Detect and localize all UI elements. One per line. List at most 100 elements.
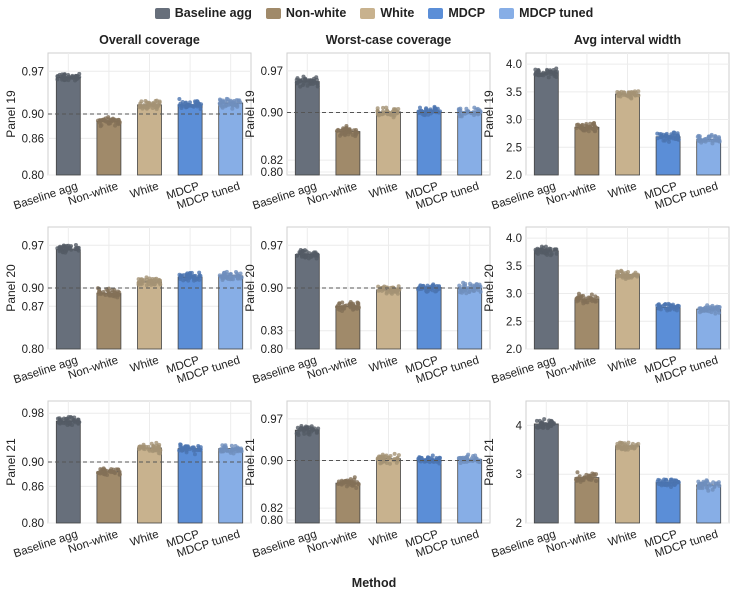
- data-point: [458, 457, 463, 462]
- y-tick-label: 0.87: [22, 301, 44, 313]
- data-point: [554, 247, 559, 252]
- data-point: [672, 305, 677, 310]
- data-point: [431, 283, 436, 288]
- x-tick-label: White: [129, 354, 161, 374]
- data-point: [655, 479, 660, 484]
- y-tick-label: 3: [516, 469, 522, 481]
- data-point: [615, 271, 620, 276]
- data-point: [177, 96, 182, 101]
- data-point: [305, 79, 310, 84]
- column-title: Avg interval width: [574, 33, 681, 47]
- data-point: [95, 118, 100, 123]
- data-point: [392, 456, 397, 461]
- data-point: [75, 74, 80, 79]
- data-point: [351, 303, 356, 308]
- data-point: [355, 301, 360, 306]
- bar: [457, 287, 483, 350]
- data-point: [63, 250, 68, 255]
- data-point: [417, 458, 422, 463]
- data-point: [384, 105, 389, 110]
- data-point: [712, 485, 717, 490]
- data-point: [675, 306, 680, 311]
- data-point: [150, 106, 155, 111]
- data-point: [343, 131, 348, 136]
- data-point: [588, 121, 593, 126]
- data-point: [181, 278, 186, 283]
- data-point: [621, 274, 626, 279]
- data-point: [381, 105, 386, 110]
- data-point: [309, 252, 314, 257]
- data-point: [339, 131, 344, 136]
- data-point: [146, 282, 151, 287]
- y-tick-label: 0.90: [261, 108, 283, 120]
- data-point: [99, 470, 104, 475]
- y-tick-label: 0.97: [261, 414, 283, 426]
- data-point: [710, 303, 715, 308]
- data-point: [661, 138, 666, 143]
- data-point: [296, 432, 301, 437]
- y-tick-label: 4: [516, 420, 523, 432]
- data-point: [457, 108, 462, 113]
- data-point: [419, 455, 424, 460]
- y-tick-label: 0.82: [261, 503, 283, 515]
- y-tick-label: 0.86: [22, 481, 44, 493]
- data-point: [594, 478, 599, 483]
- data-point: [304, 425, 309, 430]
- data-point: [73, 242, 78, 247]
- data-point: [472, 288, 477, 293]
- data-point: [621, 445, 626, 450]
- data-point: [356, 482, 361, 487]
- data-point: [69, 415, 74, 420]
- data-point: [536, 73, 541, 78]
- data-point: [545, 71, 550, 76]
- data-point: [55, 74, 60, 79]
- data-point: [424, 289, 429, 294]
- bar: [55, 420, 81, 524]
- data-point: [630, 90, 635, 95]
- y-tick-label: 0.90: [22, 283, 44, 295]
- data-point: [589, 478, 594, 483]
- data-point: [591, 297, 596, 302]
- y-tick-label: 3.0: [506, 115, 522, 127]
- data-point: [224, 103, 229, 108]
- data-point: [314, 429, 319, 434]
- data-point: [459, 114, 464, 119]
- y-tick-label: 3.5: [506, 261, 522, 273]
- data-point: [657, 304, 662, 309]
- data-point: [582, 128, 587, 133]
- data-point: [459, 290, 464, 295]
- data-point: [62, 72, 67, 77]
- data-point: [355, 306, 360, 311]
- data-point: [64, 246, 69, 251]
- data-point: [463, 283, 468, 288]
- data-point: [336, 306, 341, 311]
- data-point: [380, 112, 385, 117]
- data-point: [593, 129, 598, 134]
- data-point: [459, 287, 464, 292]
- data-point: [69, 247, 74, 252]
- legend-swatch: [499, 7, 515, 19]
- data-point: [396, 453, 401, 458]
- data-point: [336, 479, 341, 484]
- data-point: [621, 92, 626, 97]
- bar: [335, 305, 361, 350]
- data-point: [187, 270, 192, 275]
- data-point: [716, 481, 721, 486]
- data-point: [541, 425, 546, 430]
- data-point: [417, 105, 422, 110]
- data-point: [295, 253, 300, 258]
- y-tick-label: 2.5: [506, 316, 522, 328]
- data-point: [108, 293, 113, 298]
- legend-swatch: [154, 7, 170, 19]
- data-point: [548, 421, 553, 426]
- data-point: [238, 447, 243, 452]
- data-point: [314, 256, 319, 261]
- data-point: [117, 472, 122, 477]
- data-point: [353, 127, 358, 132]
- data-point: [437, 459, 442, 464]
- data-point: [197, 101, 202, 106]
- y-tick-label: 0.97: [22, 240, 44, 252]
- data-point: [156, 451, 161, 456]
- data-point: [630, 274, 635, 279]
